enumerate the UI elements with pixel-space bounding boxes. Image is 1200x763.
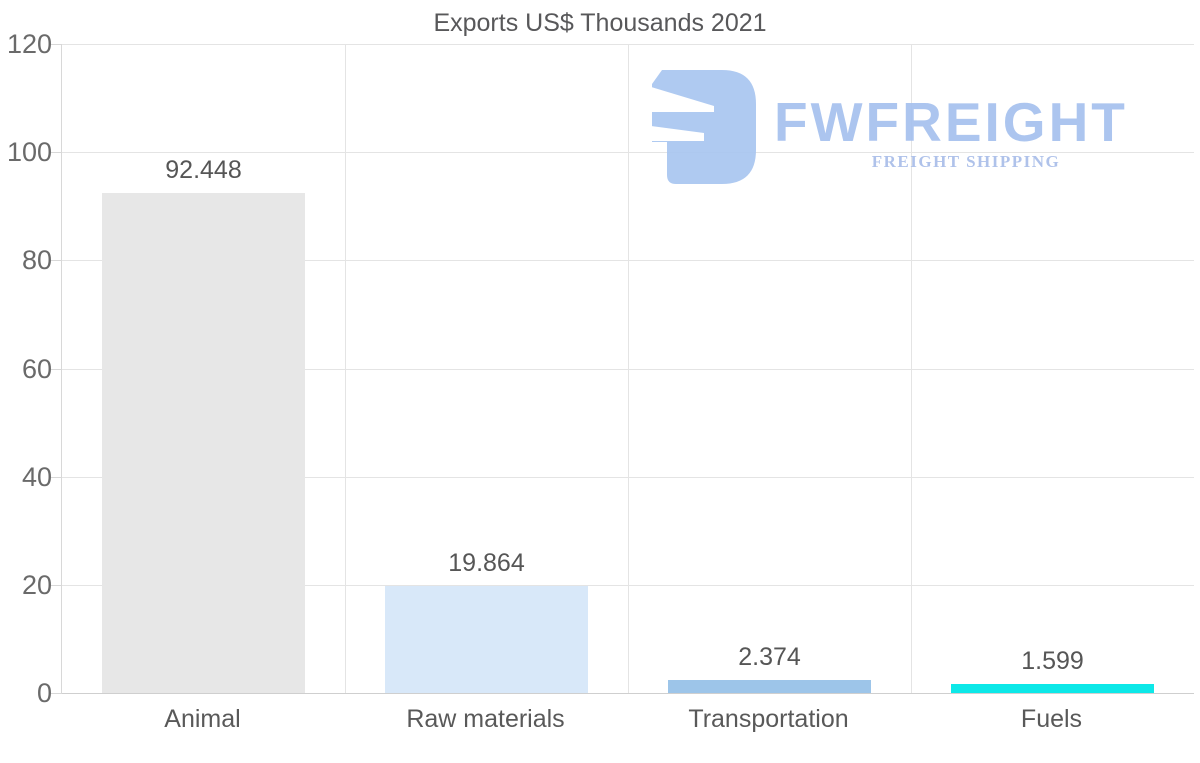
y-axis-label-100: 100	[6, 137, 52, 168]
gridline-x-2	[628, 44, 629, 693]
column-transportation: 2.374	[628, 44, 911, 693]
bar-animal	[101, 193, 306, 693]
bar-value-fuels: 1.599	[1021, 647, 1084, 676]
chart-title: Exports US$ Thousands 2021	[433, 9, 767, 37]
y-tick-20	[49, 584, 62, 586]
bar-raw-materials	[384, 585, 589, 693]
y-axis-label-40: 40	[21, 461, 52, 492]
y-tick-60	[49, 368, 62, 370]
y-tick-0	[49, 693, 62, 694]
bar-transportation	[667, 680, 872, 693]
x-axis-label-transportation: Transportation	[688, 705, 849, 733]
y-axis-label-80: 80	[21, 245, 52, 276]
bar-value-animal: 92.448	[165, 156, 242, 185]
bar-fuels	[950, 684, 1155, 693]
column-raw-materials: 19.864	[345, 44, 628, 693]
y-axis-label-20: 20	[21, 569, 52, 600]
x-axis-label-raw-materials: Raw materials	[406, 705, 565, 733]
bar-value-raw-materials: 19.864	[448, 548, 525, 577]
x-axis-labels: Animal Raw materials Transportation Fuels	[61, 704, 1193, 734]
y-tick-80	[49, 260, 62, 262]
column-fuels: 1.599	[911, 44, 1194, 693]
gridline-x-1	[345, 44, 346, 693]
column-animal: 92.448	[62, 44, 345, 693]
y-axis-labels: 0 20 40 60 80 100 120	[0, 0, 52, 763]
y-tick-120	[49, 44, 62, 45]
bar-value-transportation: 2.374	[738, 643, 801, 672]
y-tick-40	[49, 476, 62, 478]
y-axis-label-120: 120	[6, 29, 52, 59]
plot-area: 92.448 19.864 2.374 1.599 FWFREIGHT FREIGHT…	[49, 44, 1194, 694]
gridline-x-3	[911, 44, 912, 693]
y-axis-label-60: 60	[21, 353, 52, 384]
x-axis-label-fuels: Fuels	[1020, 705, 1083, 733]
y-axis-label-0: 0	[36, 678, 52, 708]
y-tick-100	[49, 152, 62, 154]
x-axis-label-animal: Animal	[164, 705, 241, 733]
